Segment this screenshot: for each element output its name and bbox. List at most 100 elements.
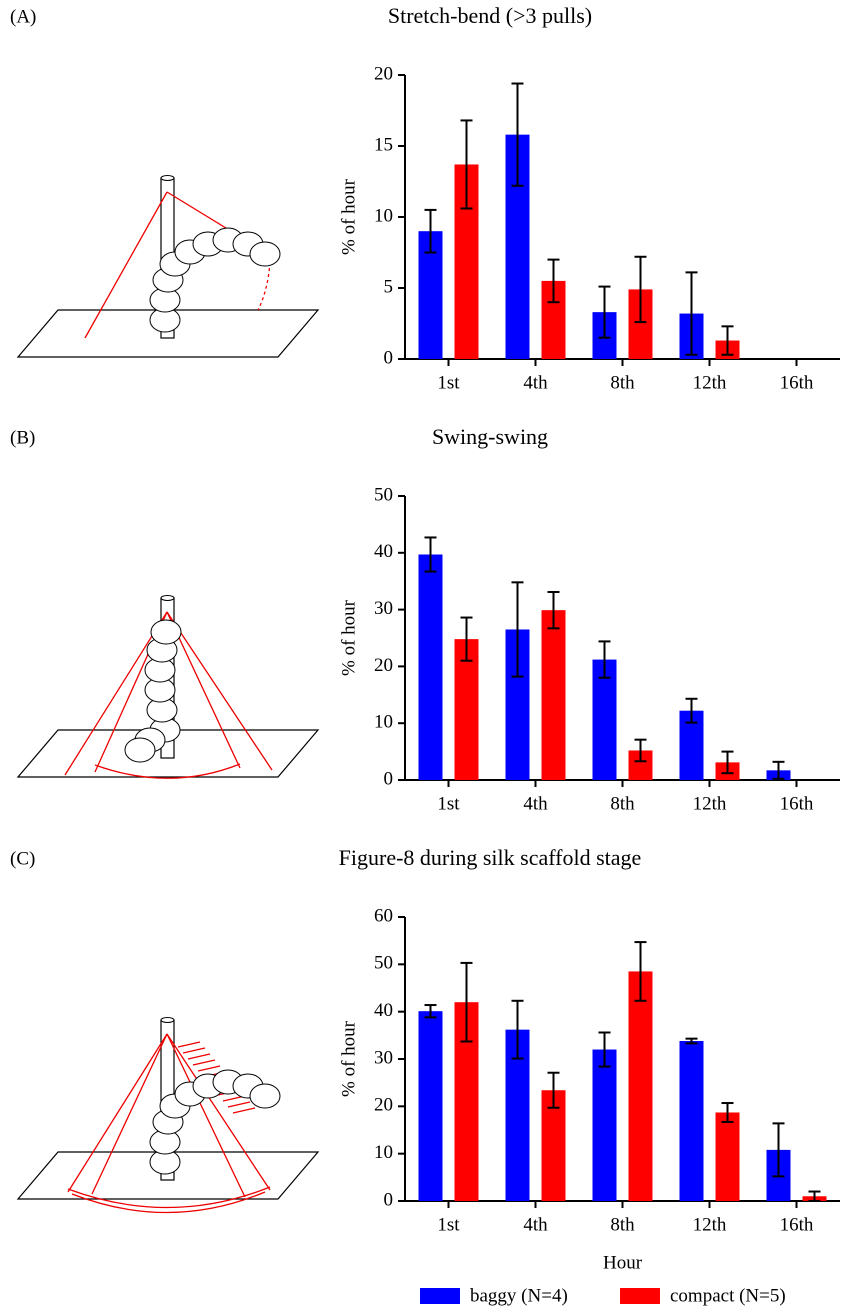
error-bar	[424, 208, 437, 254]
x-tick-label: 4th	[523, 372, 548, 393]
bar	[679, 1041, 704, 1201]
y-tick-label: 50	[374, 484, 393, 505]
hatch	[192, 1059, 216, 1066]
error-bar	[460, 119, 473, 210]
hatch	[197, 1065, 221, 1072]
bar	[454, 639, 479, 780]
swing-arc	[94, 763, 241, 779]
bar	[541, 610, 566, 780]
panel-label: (C)	[10, 848, 35, 869]
x-tick-label: 12th	[693, 793, 727, 814]
silk-line	[166, 611, 273, 771]
hatch	[187, 1053, 211, 1060]
error-bar	[808, 1190, 821, 1202]
y-tick-label: 10	[374, 712, 393, 733]
chart-title: Swing-swing	[432, 424, 548, 449]
x-tick-label: 1st	[437, 1214, 460, 1235]
x-tick-label: 12th	[693, 1214, 727, 1235]
y-axis-label: % of hour	[338, 178, 359, 255]
error-bar	[685, 271, 698, 356]
y-tick-label: 30	[374, 598, 393, 619]
silk-dotted	[257, 261, 271, 311]
x-tick-label: 4th	[523, 793, 548, 814]
y-tick-label: 50	[374, 953, 393, 974]
y-axis-label: % of hour	[338, 1020, 359, 1097]
x-tick-label: 16th	[780, 793, 814, 814]
error-bar	[721, 750, 734, 775]
y-tick-label: 10	[374, 205, 393, 226]
body-segment	[249, 1083, 281, 1109]
silk-line	[64, 611, 168, 776]
x-axis-label: Hour	[603, 1252, 643, 1273]
panel-label: (A)	[10, 6, 36, 27]
hatch	[177, 1041, 201, 1048]
error-bar	[460, 961, 473, 1043]
bar	[715, 1112, 740, 1201]
chart-title: Stretch-bend (>3 pulls)	[388, 3, 592, 28]
y-tick-label: 60	[374, 905, 393, 926]
error-bar	[598, 285, 611, 339]
y-tick-label: 0	[384, 347, 394, 368]
silk-line	[166, 1033, 246, 1198]
panel-label: (B)	[10, 427, 35, 448]
y-tick-label: 20	[374, 655, 393, 676]
hatch	[232, 1107, 256, 1114]
bar	[418, 554, 443, 780]
plane	[16, 309, 320, 358]
error-bar	[460, 616, 473, 662]
legend-swatch	[620, 1288, 660, 1304]
error-bar	[721, 1102, 734, 1123]
illustration	[16, 595, 320, 779]
error-bar	[721, 325, 734, 356]
x-tick-label: 8th	[610, 793, 635, 814]
error-bar	[424, 1004, 437, 1019]
pole-top	[160, 595, 175, 601]
bar	[628, 971, 653, 1201]
body-segment	[249, 241, 281, 267]
y-tick-label: 15	[374, 134, 393, 155]
silk-line	[166, 1033, 271, 1191]
bar	[418, 1011, 443, 1201]
error-bar	[634, 738, 647, 763]
legend-swatch	[420, 1288, 460, 1304]
error-bar	[547, 258, 560, 304]
pole-top	[160, 1017, 175, 1023]
x-tick-label: 12th	[693, 372, 727, 393]
legend-label: compact (N=5)	[670, 1285, 786, 1306]
y-tick-label: 40	[374, 541, 393, 562]
silk-line	[84, 191, 168, 339]
swing-arc	[67, 1186, 271, 1209]
error-bar	[511, 999, 524, 1060]
error-bar	[685, 697, 698, 724]
y-axis-label: % of hour	[338, 599, 359, 676]
error-bar	[634, 941, 647, 1002]
x-tick-label: 4th	[523, 1214, 548, 1235]
x-tick-label: 1st	[437, 793, 460, 814]
chart-title: Figure-8 during silk scaffold stage	[339, 845, 642, 870]
error-bar	[772, 1122, 785, 1178]
x-tick-label: 1st	[437, 372, 460, 393]
hatch	[227, 1101, 251, 1108]
error-bar	[547, 590, 560, 630]
swing-arc	[71, 1191, 266, 1214]
x-tick-label: 16th	[780, 1214, 814, 1235]
error-bar	[598, 640, 611, 679]
error-bar	[634, 255, 647, 324]
x-tick-label: 8th	[610, 1214, 635, 1235]
y-tick-label: 0	[384, 1189, 394, 1210]
error-bar	[511, 82, 524, 187]
y-tick-label: 0	[384, 768, 394, 789]
body-segment	[124, 737, 156, 763]
y-tick-label: 10	[374, 1142, 393, 1163]
x-tick-label: 8th	[610, 372, 635, 393]
bar	[592, 659, 617, 780]
plane	[16, 1151, 320, 1200]
bar	[592, 1049, 617, 1201]
pole-top	[160, 175, 175, 181]
hatch	[182, 1047, 206, 1054]
body-segment	[150, 619, 182, 645]
error-bar	[772, 760, 785, 780]
y-tick-label: 30	[374, 1047, 393, 1068]
silk-line	[67, 1033, 168, 1193]
